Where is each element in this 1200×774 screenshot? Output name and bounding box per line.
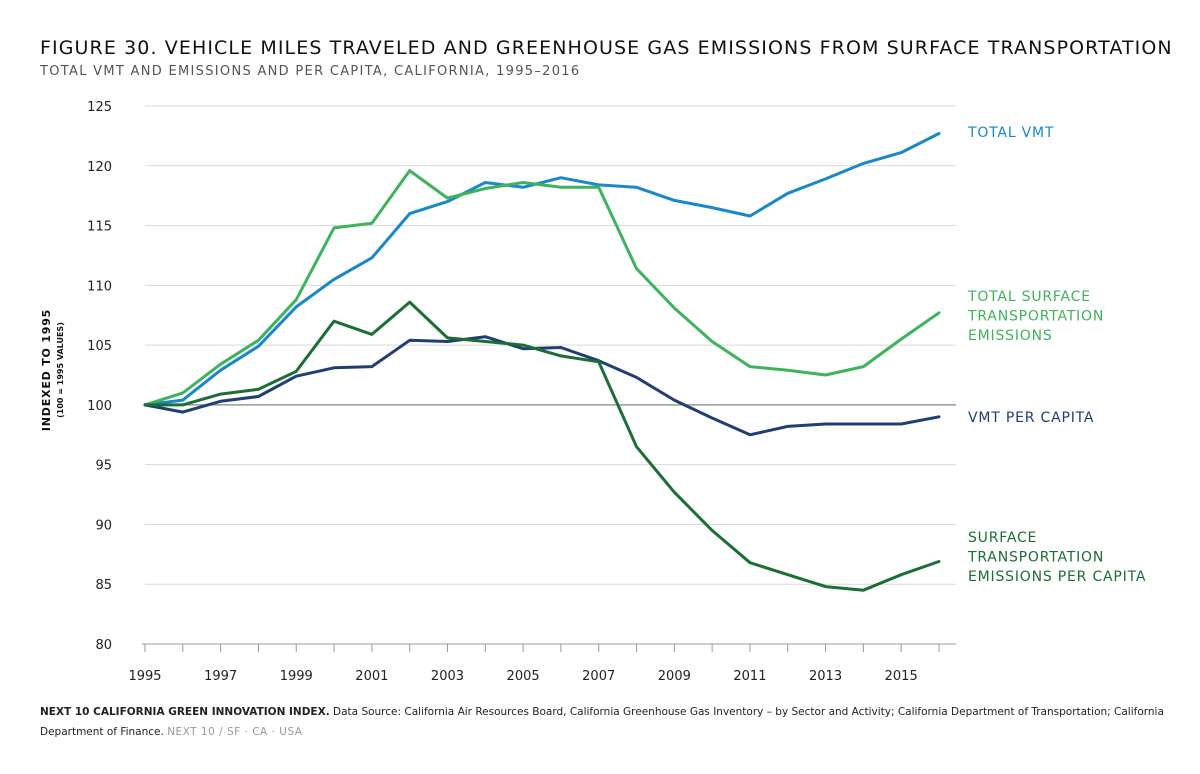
y-axis-subtitle: (100 = 1995 VALUES): [56, 322, 65, 418]
series-line-total-emissions: [143, 169, 941, 407]
series-label-vmt-per-capita: VMT PER CAPITA: [968, 410, 1094, 426]
y-tick-label: 80: [95, 638, 112, 653]
axes: [142, 404, 956, 652]
series-label-total-emissions: TOTAL SURFACE TRANSPORTATION EMISSIONS: [967, 289, 1104, 344]
source-label: NEXT 10 CALIFORNIA GREEN INNOVATION INDE…: [40, 706, 330, 718]
x-tick-label: 2009: [658, 669, 691, 684]
x-tick-label: 1995: [128, 669, 161, 684]
y-tick-label: 100: [87, 399, 112, 414]
series-labels: TOTAL VMT TOTAL SURFACE TRANSPORTATION EMIS…: [967, 125, 1146, 585]
x-tick-label: 2001: [355, 669, 388, 684]
source-text: Data Source: California Air Resources Bo…: [40, 706, 1164, 738]
y-tick-labels: 80 85 90 95 100 105 110 115 120 125: [87, 100, 112, 653]
series-lines: [143, 132, 941, 592]
y-tick-label: 115: [87, 220, 112, 235]
y-tick-label: 120: [87, 160, 112, 175]
line-chart: 80 85 90 95 100 105 110 115 120 125 1995 1997 1999 2…: [40, 100, 1146, 684]
series-label-emissions-per-capita: SURFACE TRANSPORTATION EMISSIONS PER CAPIT…: [967, 530, 1146, 585]
x-tick-label: 2003: [431, 669, 464, 684]
y-tick-label: 95: [95, 459, 112, 474]
y-tick-label: 125: [87, 100, 112, 115]
chart-title: FIGURE 30. VEHICLE MILES TRAVELED AND GR…: [40, 37, 1173, 59]
x-tick-labels: 1995 1997 1999 2001 2003 2005 2007 2009 2011 2013…: [128, 669, 917, 684]
chart-subtitle: TOTAL VMT AND EMISSIONS AND PER CAPITA, …: [40, 64, 581, 79]
series-line-total-vmt: [143, 132, 941, 407]
y-tick-label: 90: [95, 518, 112, 533]
series-line-vmt-per-capita: [143, 335, 941, 437]
y-tick-label: 110: [87, 279, 112, 294]
x-tick-label: 2013: [809, 669, 842, 684]
y-tick-label: 85: [95, 578, 112, 593]
chart-footer: NEXT 10 CALIFORNIA GREEN INNOVATION INDE…: [40, 702, 1170, 742]
org-name: NEXT 10 / SF · CA · USA: [167, 726, 303, 738]
x-tick-label: 1999: [280, 669, 313, 684]
y-axis-label: INDEXED TO 1995 (100 = 1995 VALUES): [40, 309, 65, 431]
x-tick-label: 2005: [507, 669, 540, 684]
gridlines: [145, 105, 956, 585]
series-label-total-vmt: TOTAL VMT: [967, 125, 1054, 141]
series-line-emissions-per-capita: [143, 300, 941, 592]
x-tick-label: 2007: [582, 669, 615, 684]
y-axis-title: INDEXED TO 1995: [40, 309, 53, 431]
x-tick-label: 2011: [733, 669, 766, 684]
x-tick-label: 1997: [204, 669, 237, 684]
x-tick-label: 2015: [885, 669, 918, 684]
y-tick-label: 105: [87, 339, 112, 354]
